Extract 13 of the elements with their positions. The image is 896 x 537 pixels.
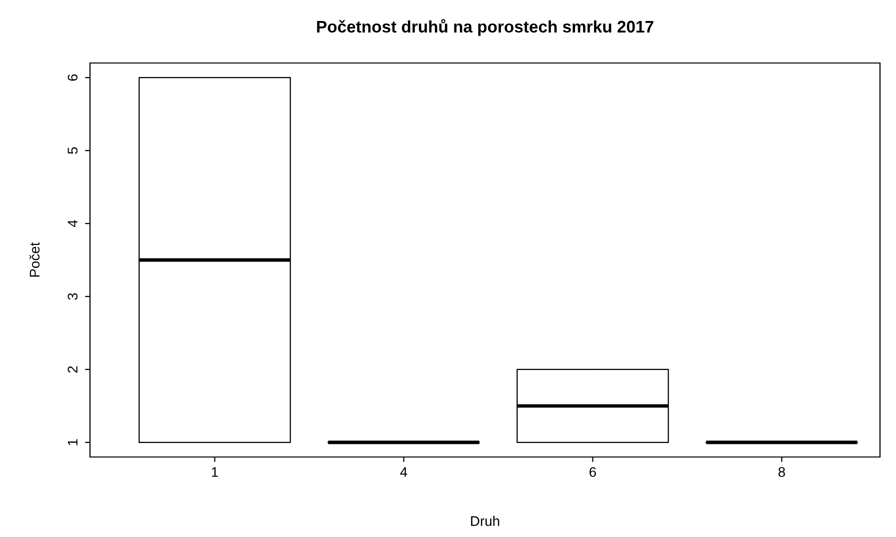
y-tick-label: 2 [68, 366, 78, 373]
x-tick-label: 4 [400, 467, 408, 477]
y-tick-label: 5 [68, 147, 78, 154]
x-tick-label: 1 [212, 467, 218, 477]
x-axis-title: Druh [471, 516, 500, 526]
y-axis-title: Počet [29, 242, 40, 277]
chart-title: Početnost druhů na porostech smrku 2017 [317, 19, 654, 36]
x-tick-label: 8 [778, 467, 785, 477]
y-tick-label: 4 [68, 220, 78, 228]
y-tick-label: 1 [68, 439, 78, 446]
x-tick-label: 6 [590, 467, 596, 477]
y-tick-label: 3 [68, 293, 78, 300]
y-tick-label: 6 [68, 74, 78, 81]
